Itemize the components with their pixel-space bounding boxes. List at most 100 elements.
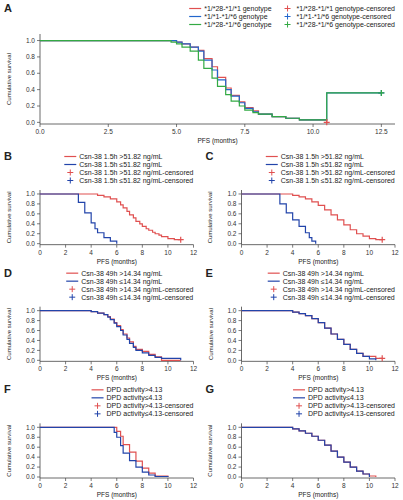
x-tick bbox=[381, 124, 382, 127]
x-tick bbox=[116, 478, 117, 481]
y-tick bbox=[37, 427, 40, 428]
y-tick-label: 0.6 bbox=[26, 443, 35, 450]
legend-swatch bbox=[296, 411, 302, 417]
x-tick-label: 8 bbox=[342, 365, 346, 372]
legend-label: Csn-38 1.5h ≤51.82 ng/mL-censored bbox=[79, 177, 193, 185]
legend-label: Csn-38 49h >14.34 ng/mL-censored bbox=[81, 286, 193, 294]
y-tick-label: 0.0 bbox=[26, 473, 35, 480]
x-tick bbox=[318, 478, 319, 481]
x-tick-label: 8 bbox=[342, 249, 346, 256]
y-tick-label: 0.4 bbox=[26, 453, 35, 460]
survival-curve bbox=[40, 427, 168, 477]
x-tick bbox=[91, 245, 92, 248]
x-tick bbox=[108, 124, 109, 127]
panel-label: F bbox=[4, 383, 11, 395]
x-tick-label: 10 bbox=[366, 365, 374, 372]
x-tick-label: 0 bbox=[240, 249, 244, 256]
y-axis-label: Cumulative survival bbox=[208, 308, 214, 360]
legend-swatch bbox=[189, 8, 201, 9]
x-tick-label: 2 bbox=[265, 365, 269, 372]
y-tick-label: 0.6 bbox=[227, 327, 236, 334]
x-tick bbox=[91, 478, 92, 481]
y-axis-line bbox=[40, 190, 41, 245]
y-tick-label: 1.0 bbox=[26, 424, 35, 431]
y-tick-label: 0.8 bbox=[26, 53, 35, 60]
x-tick-label: 12.5 bbox=[375, 128, 388, 135]
legend: DPD activity>4.13DPD activity≤4.13DPD ac… bbox=[92, 386, 194, 418]
y-axis-line bbox=[241, 307, 242, 362]
survival-curve bbox=[242, 311, 376, 361]
plot-lines bbox=[242, 311, 383, 361]
legend-swatch bbox=[293, 397, 305, 398]
y-tick bbox=[239, 213, 242, 214]
legend-column: DPD activity>4.13DPD activity≤4.13DPD ac… bbox=[92, 386, 194, 418]
legend-item: Csn-38 49h >14.34 ng/mL-censored bbox=[69, 286, 193, 294]
legend-swatch bbox=[285, 6, 291, 12]
x-tick-label: 4 bbox=[89, 249, 93, 256]
y-tick bbox=[239, 193, 242, 194]
legend-item: Csn-38 49h ≤14.34 ng/mL-censored bbox=[271, 294, 395, 302]
legend-swatch bbox=[95, 403, 101, 409]
plot-lines bbox=[242, 194, 383, 244]
y-tick bbox=[37, 243, 40, 244]
x-tick-label: 12 bbox=[190, 482, 198, 489]
legend-item: DPD activity>4.13 bbox=[293, 386, 364, 394]
y-tick bbox=[37, 56, 40, 57]
legend-swatch bbox=[268, 273, 280, 274]
x-tick bbox=[292, 245, 293, 248]
y-tick-label: 0.2 bbox=[227, 230, 236, 237]
y-axis-label: Cumulative survival bbox=[208, 425, 214, 477]
y-axis-label: Cumulative survival bbox=[6, 425, 12, 477]
y-tick-label: 0.8 bbox=[26, 200, 35, 207]
legend-swatch bbox=[67, 178, 73, 184]
y-axis-line bbox=[241, 190, 242, 245]
legend-label: *1/*1-*1/*6 genotype-censored bbox=[297, 13, 392, 21]
survival-curve bbox=[242, 427, 370, 477]
legend-item: DPD activity≤4.13-censored bbox=[296, 410, 395, 418]
x-tick-label: 12 bbox=[190, 365, 198, 372]
x-tick bbox=[343, 478, 344, 481]
legend-item: DPD activity>4.13-censored bbox=[296, 402, 395, 410]
y-tick bbox=[239, 447, 242, 448]
x-tick-label: 2 bbox=[265, 249, 269, 256]
legend-label: Csn-38 49h >14.34 ng/mL-censored bbox=[283, 286, 395, 294]
legend-item: Csn-38 1.5h ≤51.82 ng/mL bbox=[64, 161, 162, 169]
plot-lines bbox=[40, 194, 181, 244]
x-tick bbox=[292, 361, 293, 364]
legend-item: *1/*28-*1/*1 genotype-censored bbox=[285, 5, 396, 13]
x-tick-label: 6 bbox=[115, 249, 119, 256]
x-tick-label: 4 bbox=[291, 482, 295, 489]
y-tick bbox=[37, 477, 40, 478]
x-tick bbox=[193, 245, 194, 248]
legend-label: Csn-38 49h >14.34 ng/mL bbox=[81, 270, 162, 278]
y-tick bbox=[239, 467, 242, 468]
survival-curve bbox=[40, 41, 381, 120]
censor-mark bbox=[378, 90, 384, 96]
x-tick-label: 4 bbox=[291, 249, 295, 256]
x-tick bbox=[176, 124, 177, 127]
y-tick bbox=[37, 330, 40, 331]
x-axis-label: PFS (months) bbox=[97, 374, 137, 382]
legend-swatch bbox=[69, 294, 75, 300]
legend-swatch bbox=[293, 389, 305, 390]
x-tick bbox=[142, 478, 143, 481]
y-tick bbox=[37, 310, 40, 311]
legend-swatch bbox=[189, 16, 201, 17]
x-tick bbox=[267, 478, 268, 481]
y-tick bbox=[37, 233, 40, 234]
x-tick-label: 10 bbox=[366, 482, 374, 489]
y-tick bbox=[239, 223, 242, 224]
x-tick bbox=[318, 245, 319, 248]
legend-label: Csn-38 49h ≤14.34 ng/mL-censored bbox=[81, 294, 193, 302]
plot-lines bbox=[40, 427, 168, 477]
y-tick bbox=[37, 360, 40, 361]
legend-swatch bbox=[64, 156, 76, 157]
censor-mark bbox=[379, 237, 385, 243]
x-tick-label: 0 bbox=[38, 249, 42, 256]
y-tick bbox=[37, 89, 40, 90]
legend-swatch bbox=[271, 286, 277, 292]
legend-column: *1/*28-*1/*1 genotype*1/*1-*1/*6 genotyp… bbox=[189, 5, 271, 29]
x-tick-label: 10 bbox=[164, 249, 172, 256]
legend-label: Csn-38 1.5h ≤51.82 ng/mL-censored bbox=[281, 177, 395, 185]
legend-label: DPD activity≤4.13 bbox=[107, 394, 163, 402]
